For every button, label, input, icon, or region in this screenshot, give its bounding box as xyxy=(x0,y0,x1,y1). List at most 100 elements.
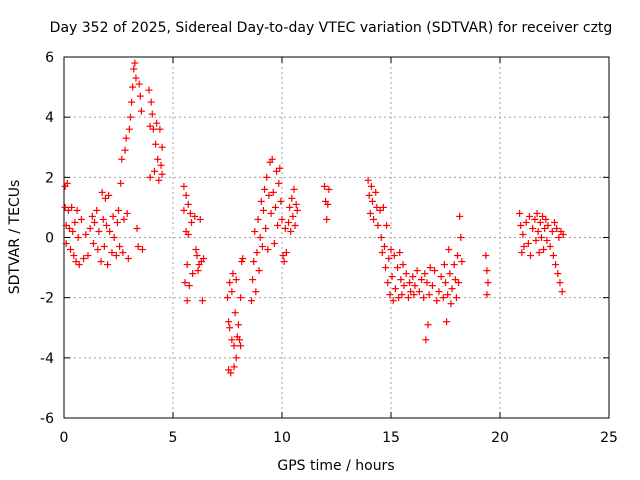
data-point xyxy=(269,188,277,196)
data-point xyxy=(435,288,443,296)
data-point xyxy=(89,240,97,248)
data-point xyxy=(402,270,410,278)
data-point xyxy=(254,215,262,223)
y-tick-labels: -6 -4 -2 0 2 4 6 xyxy=(40,50,54,427)
data-point xyxy=(527,252,535,260)
data-point xyxy=(93,206,101,214)
data-point xyxy=(200,255,208,263)
data-point xyxy=(182,191,190,199)
data-point xyxy=(193,252,201,260)
data-point xyxy=(520,243,528,251)
data-point xyxy=(156,125,164,133)
data-point xyxy=(130,65,138,73)
data-point xyxy=(377,234,385,241)
data-point xyxy=(184,230,192,238)
data-point xyxy=(235,336,243,344)
data-point xyxy=(86,224,94,232)
data-point xyxy=(125,125,133,133)
data-point xyxy=(131,59,139,67)
data-point xyxy=(399,261,407,269)
data-point xyxy=(537,234,545,241)
y-tick-label: 2 xyxy=(45,170,54,186)
data-point xyxy=(74,234,82,241)
data-point xyxy=(234,321,242,329)
data-point xyxy=(120,215,128,223)
data-point xyxy=(536,218,544,226)
data-point xyxy=(484,279,492,287)
data-point xyxy=(273,167,281,175)
data-point xyxy=(415,288,423,296)
data-point xyxy=(271,203,279,211)
data-point xyxy=(535,249,543,257)
data-point xyxy=(95,227,103,235)
data-point xyxy=(437,273,445,281)
data-point xyxy=(256,234,264,241)
data-point xyxy=(69,227,77,235)
y-tick-label: -6 xyxy=(40,411,54,427)
data-point xyxy=(378,249,386,257)
data-point xyxy=(539,212,547,220)
data-point xyxy=(287,227,295,235)
data-point xyxy=(129,83,137,91)
data-point xyxy=(453,252,461,260)
data-point xyxy=(446,270,454,278)
data-point xyxy=(540,246,548,254)
data-point xyxy=(146,122,154,130)
data-point xyxy=(198,297,206,305)
data-point xyxy=(145,86,153,94)
data-point xyxy=(548,227,556,235)
data-point xyxy=(541,224,549,232)
data-point xyxy=(451,276,459,284)
data-point xyxy=(534,227,542,235)
data-point xyxy=(261,185,269,193)
data-point xyxy=(289,212,297,220)
data-point xyxy=(75,261,83,269)
data-point xyxy=(418,276,426,284)
data-point xyxy=(379,203,387,211)
data-point xyxy=(544,221,552,229)
data-point xyxy=(482,252,490,260)
data-point xyxy=(384,279,392,287)
data-point xyxy=(231,309,239,317)
data-point xyxy=(431,267,439,275)
data-point xyxy=(117,179,125,187)
x-axis-label: GPS time / hours xyxy=(277,458,394,474)
x-tick-labels: 0 5 10 15 20 25 xyxy=(60,430,618,446)
data-point xyxy=(400,282,408,290)
data-point xyxy=(293,206,301,214)
data-point xyxy=(288,194,296,202)
data-point xyxy=(420,294,428,302)
data-point xyxy=(519,230,527,238)
data-point xyxy=(183,261,191,269)
data-point xyxy=(183,297,191,305)
data-point xyxy=(483,291,491,299)
data-point xyxy=(148,110,156,118)
data-point xyxy=(397,276,405,284)
data-point xyxy=(118,155,126,163)
data-point xyxy=(383,221,391,229)
data-point xyxy=(439,294,447,302)
data-point xyxy=(180,182,188,190)
data-point xyxy=(286,203,294,211)
data-point xyxy=(157,161,165,169)
data-point xyxy=(282,249,290,257)
data-point xyxy=(529,224,537,232)
data-point xyxy=(250,258,258,266)
data-point xyxy=(443,318,451,326)
y-axis-label: SDTVAR / TECUs xyxy=(7,180,23,295)
data-point xyxy=(155,176,163,184)
data-point xyxy=(64,206,72,214)
data-point xyxy=(555,234,563,241)
data-point xyxy=(123,209,131,217)
data-point xyxy=(458,258,466,266)
data-point xyxy=(386,291,394,299)
data-point xyxy=(259,206,267,214)
data-point xyxy=(549,252,557,260)
data-point xyxy=(404,294,412,302)
data-point xyxy=(517,221,525,229)
data-point xyxy=(558,288,566,296)
data-point xyxy=(224,294,231,302)
data-point xyxy=(278,215,286,223)
data-point xyxy=(73,206,81,214)
data-point xyxy=(274,221,282,229)
